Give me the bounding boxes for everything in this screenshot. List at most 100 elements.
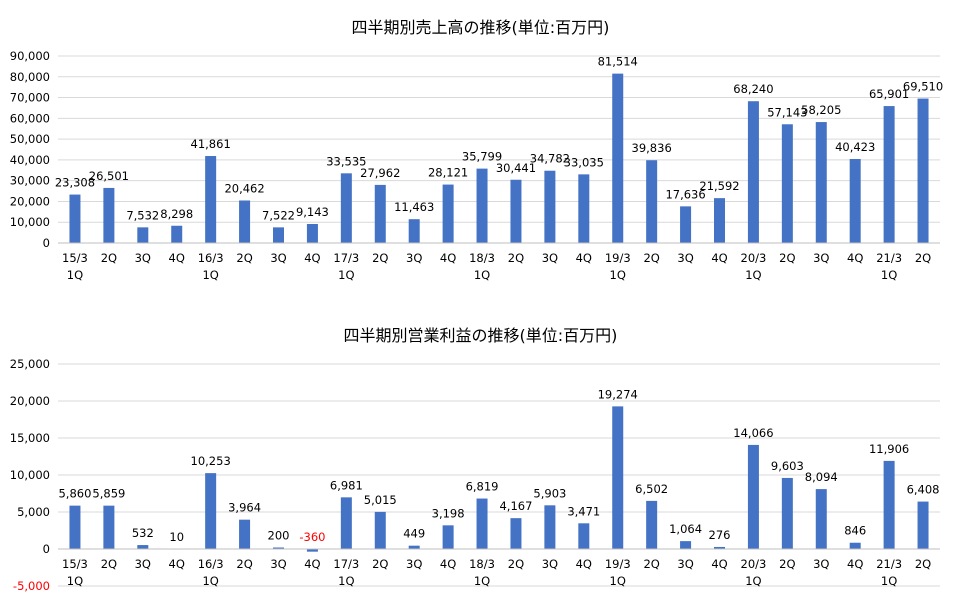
category-label: 3Q [542,251,558,265]
category-label: 3Q [135,557,151,571]
category-label: 2Q [915,251,931,265]
bar [612,73,624,243]
bar [510,179,522,243]
category-label: 2Q [101,251,117,265]
category-label: 21/3 [876,557,902,571]
data-label: 9,603 [771,459,804,473]
bar [137,545,149,549]
data-label: 19,274 [598,387,638,401]
category-label: 2Q [779,557,795,571]
category-label: 18/3 [469,251,495,265]
bar [137,227,149,243]
bar [69,505,81,549]
bar [340,497,352,549]
bar [374,511,386,549]
bar [849,159,861,243]
category-label: 1Q [67,574,83,588]
data-label: 69,510 [903,80,943,94]
y-tick-label: 10,000 [10,215,50,229]
data-label: 276 [709,528,731,542]
category-label: 1Q [610,574,626,588]
category-label: 1Q [610,268,626,282]
data-label: -360 [299,530,325,544]
data-label: 3,964 [228,501,261,515]
data-label: 26,501 [89,169,129,183]
bar [442,525,454,549]
bar [883,106,895,244]
bar [408,219,420,243]
bar [374,184,386,243]
data-label: 81,514 [598,55,638,69]
data-label: 5,015 [364,493,397,507]
bar [747,444,759,549]
bar [578,174,590,243]
bar [612,406,624,549]
data-label: 39,836 [632,141,672,155]
category-label: 19/3 [605,251,631,265]
bar [306,224,318,243]
bar [544,505,556,549]
bar [781,124,793,243]
category-label: 1Q [202,268,218,282]
y-tick-label: 10,000 [10,468,50,482]
sales-chart-title: 四半期別売上高の推移(単位:百万円) [351,18,610,37]
bar [408,545,420,549]
category-label: 3Q [542,557,558,571]
bar [306,549,318,552]
bar [680,541,692,549]
category-label: 2Q [372,251,388,265]
category-label: 4Q [304,251,320,265]
category-label: 16/3 [198,251,224,265]
bar [714,198,725,243]
category-label: 1Q [67,268,83,282]
data-label: 11,906 [869,442,909,456]
data-label: 21,592 [699,179,739,193]
bar [273,547,284,549]
y-tick-label: -5,000 [13,579,50,593]
category-label: 1Q [202,574,218,588]
category-label: 2Q [915,557,931,571]
data-label: 23,308 [55,176,95,190]
data-label: 6,981 [330,478,363,492]
data-label: 5,903 [533,486,566,500]
data-label: 9,143 [296,205,329,219]
data-label: 33,535 [326,154,366,168]
y-tick-label: 0 [43,236,50,250]
bar [442,184,454,243]
y-tick-label: 0 [43,542,50,556]
category-label: 16/3 [198,557,224,571]
category-label: 17/3 [333,251,359,265]
data-label: 33,035 [564,155,604,169]
bar [103,505,115,549]
data-label: 5,860 [58,487,91,501]
data-label: 6,408 [907,483,940,497]
y-tick-label: 90,000 [10,49,50,63]
category-label: 19/3 [605,557,631,571]
category-label: 20/3 [741,251,767,265]
category-label: 1Q [881,574,897,588]
data-label: 20,462 [224,181,264,195]
data-label: 6,819 [466,480,499,494]
y-tick-label: 50,000 [10,132,50,146]
bar [815,122,827,243]
data-label: 7,522 [262,208,295,222]
y-tick-label: 20,000 [10,194,50,208]
bar [917,98,929,243]
bar [680,206,692,243]
bar [476,168,488,243]
y-tick-label: 15,000 [10,431,50,445]
category-label: 2Q [643,557,659,571]
data-label: 7,532 [126,208,159,222]
category-label: 2Q [508,251,524,265]
data-label: 41,861 [191,137,231,151]
data-label: 6,502 [635,482,668,496]
y-tick-label: 70,000 [10,91,50,105]
category-label: 3Q [406,557,422,571]
category-label: 2Q [643,251,659,265]
bar [340,173,352,243]
data-label: 200 [268,529,290,543]
category-label: 4Q [847,557,863,571]
bar [849,542,861,549]
category-label: 1Q [745,268,761,282]
bar [273,227,284,243]
